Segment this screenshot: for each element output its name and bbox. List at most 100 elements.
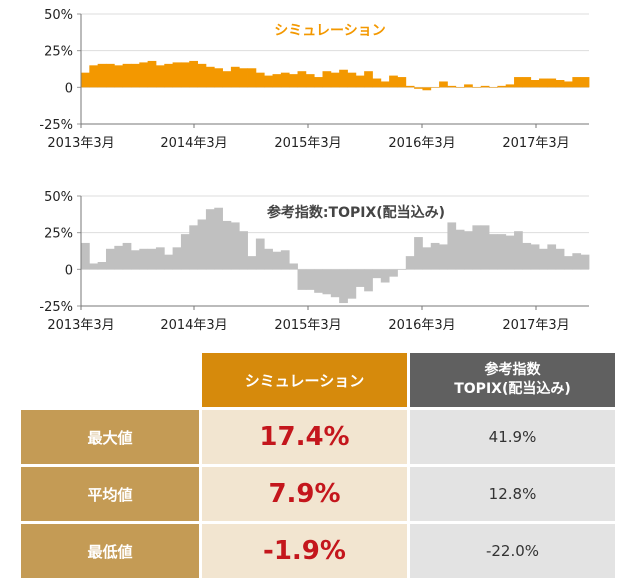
topix-avg-value: 12.8% [410, 467, 615, 521]
sim-bar [122, 63, 132, 88]
topix-bar [447, 222, 457, 270]
sim-bar [422, 87, 432, 91]
sim-bar [272, 74, 282, 88]
topix-bar [280, 250, 290, 270]
topix-bar [580, 254, 590, 270]
topix-xtick-label: 2017年3月 [502, 318, 569, 333]
sim-ytick-label: 50% [44, 8, 73, 23]
topix-title: 参考指数:TOPIX(配当込み) [267, 204, 445, 221]
topix-bar [272, 251, 282, 270]
sim-bar [172, 62, 182, 88]
topix-bar [522, 242, 532, 270]
topix-ytick-label: 25% [44, 227, 73, 242]
topix-bar [97, 262, 107, 270]
sim-bar [114, 65, 124, 88]
sim-ytick-label: 25% [44, 45, 73, 60]
topix-bar [89, 263, 99, 270]
sim-min-value: -1.9% [202, 524, 407, 578]
sim-bar [472, 87, 482, 88]
topix-chart: 50% 25% 0 -25% 2013年3月 2014年3月 2015年3月 2016年3月 2… [39, 190, 590, 333]
topix-ytick-label: 50% [44, 190, 73, 205]
stats-table: シミュレーション 参考指数 TOPIX(配当込み) 最大値 17.4% 41.9… [18, 350, 618, 581]
topix-xtick-label: 2015年3月 [274, 318, 341, 333]
sim-max-value: 17.4% [202, 410, 407, 464]
sim-xtick-label: 2015年3月 [274, 136, 341, 151]
sim-bar [489, 87, 498, 88]
sim-bar [572, 77, 582, 88]
sim-avg-value: 7.9% [202, 467, 407, 521]
row-label-min: 最低値 [21, 524, 199, 578]
table-corner [21, 353, 199, 407]
sim-bar [264, 75, 273, 88]
sim-bar [405, 85, 415, 88]
topix-bar [105, 248, 115, 270]
sim-bar [189, 60, 198, 88]
sim-bar [105, 63, 115, 88]
sim-bar [547, 78, 557, 88]
simulation-chart: 50% 25% 0 -25% 2013年3月 2014年3月 2015年3月 2016年3月 2… [39, 8, 590, 151]
topix-bar [314, 269, 323, 293]
sim-bar [564, 81, 573, 88]
sim-bar [339, 69, 348, 88]
topix-bar [347, 269, 357, 299]
sim-bar [447, 85, 457, 88]
sim-bar [555, 80, 565, 88]
topix-bar [472, 225, 482, 270]
sim-xtick-label: 2017年3月 [502, 136, 569, 151]
topix-bar [564, 256, 573, 270]
topix-bar [572, 253, 582, 270]
topix-bar [505, 235, 515, 270]
sim-bar [180, 62, 190, 88]
sim-bar [164, 63, 174, 88]
topix-bar [155, 247, 165, 270]
topix-bar [172, 247, 182, 270]
sim-bar [247, 68, 257, 88]
sim-bar [397, 77, 407, 88]
sim-bar [505, 84, 515, 88]
sim-bar [289, 74, 298, 88]
sim-bar [130, 63, 140, 88]
topix-bar [205, 209, 215, 270]
topix-bar [81, 242, 90, 270]
topix-bar [339, 269, 348, 304]
sim-xtick-label: 2014年3月 [160, 136, 227, 151]
row-label-max: 最大値 [21, 410, 199, 464]
sim-bar [97, 63, 107, 88]
topix-bar [364, 269, 373, 292]
topix-bar [247, 256, 257, 270]
topix-bar [164, 254, 174, 270]
topix-bar [139, 248, 149, 270]
topix-ytick-label: -25% [39, 300, 73, 315]
topix-bar [389, 269, 398, 277]
sim-bar [430, 87, 440, 88]
sim-bar [314, 77, 323, 88]
sim-bar [480, 85, 490, 88]
header-topix-line2: TOPIX(配当込み) [454, 381, 571, 397]
sim-xtick-label: 2013年3月 [47, 136, 114, 151]
topix-bar [289, 263, 298, 270]
sim-bar [464, 84, 473, 88]
table-row-min: 最低値 -1.9% -22.0% [21, 524, 615, 578]
sim-bar [305, 74, 315, 88]
topix-bar [197, 219, 207, 270]
sim-bar [372, 78, 382, 88]
topix-min-value: -22.0% [410, 524, 615, 578]
sim-bar [539, 78, 548, 88]
sim-bar [147, 60, 157, 88]
sim-bar [514, 77, 523, 88]
sim-bar [414, 87, 423, 89]
topix-bar [455, 229, 465, 270]
topix-bar [405, 256, 415, 270]
sim-bar [330, 72, 340, 88]
topix-bar [414, 237, 423, 270]
topix-xtick-label: 2013年3月 [47, 318, 114, 333]
topix-bar [514, 231, 523, 270]
topix-bar [422, 247, 432, 270]
sim-bar [239, 68, 248, 88]
sim-bar [155, 65, 165, 88]
topix-bar [130, 250, 140, 270]
sim-bar [197, 63, 207, 88]
sim-bar [89, 65, 99, 88]
topix-bar [439, 244, 448, 270]
sim-xtick-label: 2016年3月 [388, 136, 455, 151]
